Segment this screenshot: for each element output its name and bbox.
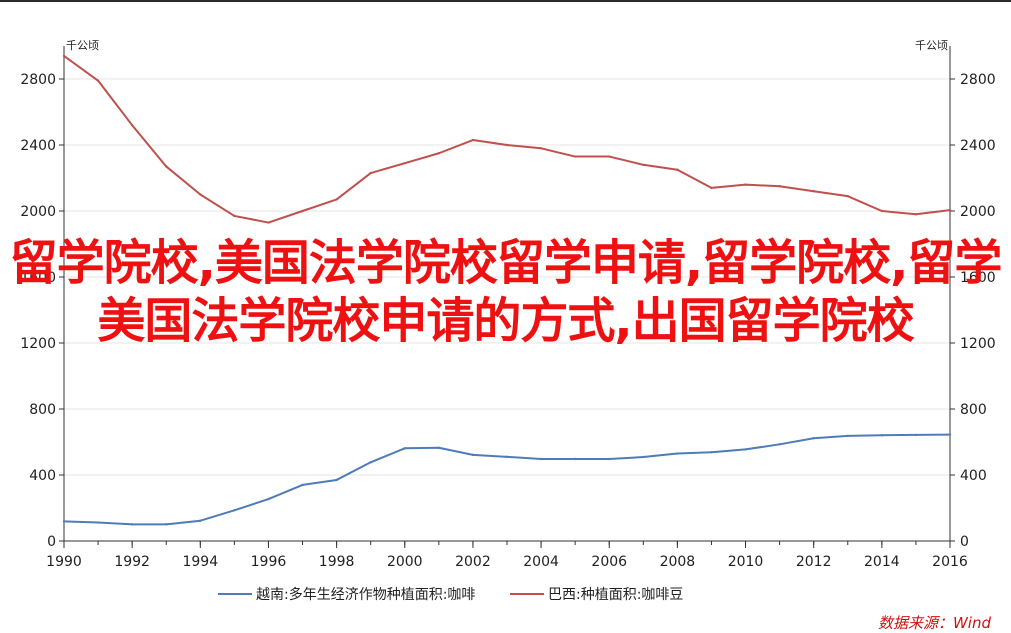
x-tick-label: 2012 [796,554,832,570]
series-1-point [62,520,66,523]
series-1-point [403,447,406,450]
y-left-tick-label: 2400 [20,138,56,154]
x-tick-label: 2004 [523,554,559,570]
series-2-point [744,183,747,186]
series-line-2 [63,55,951,224]
series-1-point [165,523,168,526]
series-2-point [165,165,168,168]
series-2-point [573,155,577,158]
y-right-unit: 千公顷 [915,39,948,52]
series-2-point [301,209,304,213]
series-line-1 [63,433,951,526]
series-2-point [233,214,236,218]
series-1-point [642,455,645,459]
top-border-line [0,0,1011,2]
series-1-point [369,461,372,464]
series-2-point [130,124,134,127]
series-2-point [642,163,645,166]
series-1-point [199,519,202,522]
series-2-point [880,209,884,213]
y-left-unit: 千公顷 [66,39,99,52]
x-tick-label: 2000 [387,554,423,570]
series-2-point [505,143,509,147]
y-right-tick-label: 1200 [960,336,996,352]
series-2-point [403,161,406,165]
x-tick-label: 1990 [46,554,82,570]
y-left-tick-label: 0 [47,534,56,550]
series-1-point [676,452,679,455]
series-lines [62,54,952,526]
grid-lines [64,78,950,476]
series-1-point [233,509,236,512]
y-right-tick-label: 800 [960,402,987,418]
legend-label-1: 越南:多年生经济作物种植面积:咖啡 [256,586,475,603]
series-1-point [335,478,338,482]
series-1-point [914,433,918,437]
y-left-tick-label: 1600 [20,270,56,286]
y-right-tick-label: 400 [960,468,987,484]
x-tick-label: 1992 [114,554,150,570]
series-1-point [539,457,543,461]
series-1-point [880,434,884,437]
legend-label-2: 巴西:种植面积:咖啡豆 [548,587,683,603]
x-tick-label: 1994 [182,554,218,570]
series-1-point [710,451,713,454]
series-2-point [437,152,441,155]
series-2-point [608,155,611,158]
series-2-point [335,198,338,201]
x-tick-label: 2008 [660,554,696,570]
series-2-point [710,186,713,190]
series-1-point [778,443,781,446]
x-tick-label: 2006 [591,554,627,570]
y-left-tick-label: 800 [29,402,56,418]
series-1-point [267,497,270,501]
x-tick-label: 1996 [251,554,287,570]
series-1-point [437,446,441,449]
series-1-point [608,457,611,461]
x-tick-label: 2014 [864,554,900,570]
overlay-headline: 留学院校,美国法学院校留学申请,留学院校,留学美国法学院校申请的方式,出国留学院… [9,235,1003,349]
y-left-tick-label: 400 [29,468,56,484]
series-2-point [96,79,100,82]
y-left-tick-label: 2000 [20,204,56,220]
series-2-point [846,194,849,198]
legend: 越南:多年生经济作物种植面积:咖啡 巴西:种植面积:咖啡豆 [218,586,683,603]
series-2-point [778,185,781,188]
series-2-point [62,54,66,58]
series-2-point [914,213,918,216]
y-right-tick-label: 1600 [960,270,996,286]
series-1-point [846,434,849,438]
y-right-tick-label: 0 [960,534,969,550]
series-1-point [96,521,100,524]
x-tick-label: 1998 [319,554,355,570]
series-2-point [676,168,679,171]
y-right-tick-label: 2000 [960,204,996,220]
y-left-tick-label: 2800 [20,72,56,88]
axes: 0 0 400 400 800 800 1200 1200 1600 1600 2000 2000 24… [20,39,995,570]
series-1-point [505,455,509,459]
data-source-note: 数据来源：Wind [877,614,991,632]
series-2-point [267,221,270,224]
series-2-point [539,147,543,150]
x-tick-label: 2010 [728,554,764,570]
series-1-point [948,433,952,436]
y-right-tick-label: 2400 [960,138,996,154]
series-1-point [130,523,134,526]
series-1-point [573,457,577,461]
y-right-tick-label: 2800 [960,72,996,88]
series-1-point [301,483,304,487]
series-2-point [948,208,952,212]
x-tick-label: 2016 [932,554,968,570]
series-2-point [812,190,815,193]
series-2-point [369,171,372,175]
series-2-point [471,138,475,142]
series-1-point [812,437,815,440]
series-1-point [744,448,747,451]
series-2-point [199,193,202,196]
series-1-point [471,453,475,457]
y-left-tick-label: 1200 [20,336,56,352]
x-tick-label: 2002 [455,554,491,570]
